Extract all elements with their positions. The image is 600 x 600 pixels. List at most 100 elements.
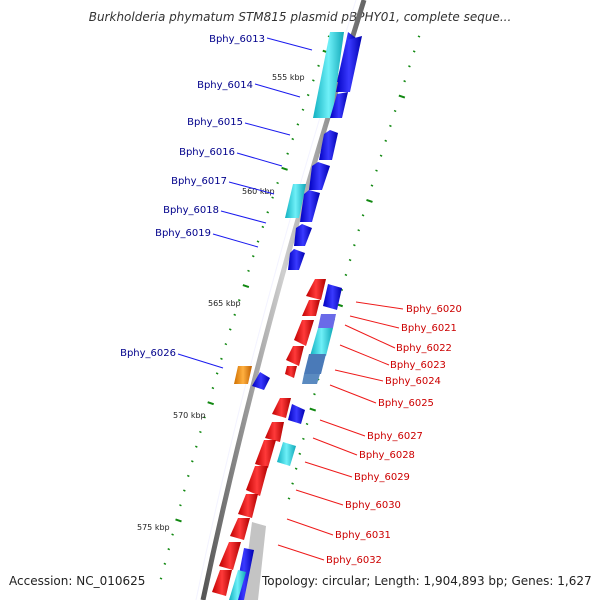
- scale-tick: [366, 198, 373, 203]
- forward-strand-features: [285, 32, 362, 270]
- scale-tick: [190, 460, 194, 463]
- scale-tick: [408, 65, 411, 68]
- gene-feature-bphy-6019[interactable]: [288, 249, 305, 270]
- gene-feature-bphy-6022[interactable]: [318, 314, 336, 328]
- gene-feature-bphy-6023[interactable]: [310, 328, 333, 356]
- gene-label-bphy-6017[interactable]: Bphy_6017: [171, 176, 227, 187]
- scale-tick: [251, 255, 255, 258]
- gene-feature-bphy-6025[interactable]: [302, 374, 320, 384]
- scale-tick: [398, 94, 406, 99]
- accession-text: Accession: NC_010625: [9, 574, 146, 588]
- gene-label-bphy-6016[interactable]: Bphy_6016: [179, 147, 235, 158]
- gene-feature-bphy-6018[interactable]: [294, 224, 312, 246]
- gene-feature-bphy-6020-red[interactable]: [306, 279, 326, 300]
- right-gene-labels: Bphy_6020 Bphy_6021 Bphy_6022 Bphy_6023 …: [326, 304, 462, 566]
- gene-label-bphy-6025[interactable]: Bphy_6025: [378, 398, 434, 409]
- gene-feature-bphy-6029[interactable]: [255, 440, 276, 468]
- gene-feature-bphy-6013-cyan: [313, 32, 344, 118]
- scale-tick: [305, 422, 309, 426]
- gene-label-bphy-6027[interactable]: Bphy_6027: [367, 431, 423, 442]
- gene-label-bphy-6014[interactable]: Bphy_6014: [197, 80, 253, 91]
- gene-label-bphy-6013[interactable]: Bphy_6013: [209, 34, 265, 45]
- gene-label-bphy-6032[interactable]: Bphy_6032: [326, 555, 382, 566]
- gene-feature-bphy-6022b[interactable]: [294, 320, 314, 346]
- scale-ticks-left: [159, 35, 331, 580]
- scale-tick: [171, 533, 174, 536]
- gene-label-bphy-6030[interactable]: Bphy_6030: [345, 500, 401, 511]
- gene-label-bphy-6024[interactable]: Bphy_6024: [385, 376, 441, 387]
- gene-feature-bphy-6032[interactable]: [219, 542, 241, 570]
- gene-feature-bphy-6030[interactable]: [246, 466, 268, 496]
- scale-tick: [167, 548, 171, 551]
- scale-tick: [375, 169, 378, 172]
- scale-tick: [379, 154, 383, 157]
- scale-tick: [317, 64, 320, 67]
- gene-feature-bphy-6020[interactable]: [323, 284, 342, 310]
- gene-label-bphy-6022[interactable]: Bphy_6022: [396, 343, 452, 354]
- scale-label-575: 575 kbp: [137, 523, 170, 532]
- scale-ticks-right: [287, 35, 421, 500]
- gene-label-bphy-6020[interactable]: Bphy_6020: [406, 304, 462, 315]
- gene-feature-bphy-6032b[interactable]: [212, 570, 232, 596]
- topology-text: Topology: circular; Length: 1,904,893 bp…: [262, 574, 592, 588]
- gene-label-bphy-6018[interactable]: Bphy_6018: [163, 205, 219, 216]
- gene-feature-bphy-6014[interactable]: [336, 36, 362, 92]
- gene-feature-bphy-6025-red[interactable]: [285, 366, 297, 378]
- gene-feature-bphy-6021[interactable]: [302, 300, 320, 316]
- gene-feature-bphy-6023-red[interactable]: [286, 346, 304, 366]
- gene-feature-bphy-6017[interactable]: [300, 190, 320, 222]
- scale-tick: [344, 273, 348, 277]
- scale-tick: [291, 482, 294, 485]
- scale-tick: [199, 430, 202, 434]
- scale-tick: [281, 166, 288, 171]
- left-leader-lines: [177, 37, 313, 369]
- gene-feature-bphy-6031-grey[interactable]: [242, 522, 266, 600]
- gene-feature-bphy-6030b[interactable]: [238, 494, 258, 518]
- scale-tick: [261, 225, 265, 229]
- gene-label-bphy-6026[interactable]: Bphy_6026: [120, 348, 176, 359]
- scale-tick: [183, 489, 186, 492]
- gene-feature-extra-cyan: [229, 570, 246, 600]
- scale-tick: [291, 137, 295, 141]
- scale-tick: [417, 35, 421, 38]
- gene-feature-bphy-6026-orange[interactable]: [234, 366, 252, 384]
- scale-tick: [175, 518, 182, 523]
- gene-feature-bphy-6017-cyan[interactable]: [285, 184, 306, 218]
- gene-feature-bphy-6026[interactable]: [252, 372, 270, 390]
- scale-tick: [215, 372, 219, 375]
- gene-label-bphy-6023[interactable]: Bphy_6023: [390, 360, 446, 371]
- gene-feature-bphy-6015[interactable]: [319, 130, 338, 160]
- gene-feature-bphy-6027-red[interactable]: [272, 398, 291, 418]
- scale-tick: [194, 445, 198, 448]
- gene-feature-bphy-6031[interactable]: [230, 518, 250, 540]
- gene-label-bphy-6015[interactable]: Bphy_6015: [187, 117, 243, 128]
- scale-tick: [393, 109, 397, 113]
- scale-tick: [294, 467, 298, 470]
- scale-tick: [296, 123, 300, 126]
- gene-feature-bphy-6014b[interactable]: [330, 92, 348, 118]
- scale-tick: [224, 342, 228, 346]
- gene-feature-bphy-6028[interactable]: [277, 442, 296, 466]
- scale-tick: [306, 93, 310, 97]
- gene-feature-bphy-6024[interactable]: [304, 354, 326, 374]
- scale-tick: [220, 357, 223, 360]
- gene-label-bphy-6031[interactable]: Bphy_6031: [335, 530, 391, 541]
- gene-feature-bphy-6016[interactable]: [309, 162, 330, 190]
- scale-tick: [228, 328, 232, 331]
- scale-label-555: 555 kbp: [272, 73, 305, 82]
- gene-feature-bphy-6028-red[interactable]: [265, 422, 284, 442]
- scale-tick: [370, 184, 374, 187]
- scale-tick: [203, 416, 206, 419]
- gene-label-bphy-6019[interactable]: Bphy_6019: [155, 228, 211, 239]
- scale-tick: [159, 577, 163, 580]
- gene-label-bphy-6029[interactable]: Bphy_6029: [354, 472, 410, 483]
- scale-tick: [186, 474, 190, 478]
- gene-label-bphy-6028[interactable]: Bphy_6028: [359, 450, 415, 461]
- scale-tick: [301, 108, 305, 111]
- gene-feature-bphy-6027[interactable]: [288, 404, 305, 424]
- scale-label-565: 565 kbp: [208, 299, 241, 308]
- scale-label-560: 560 kbp: [242, 187, 275, 196]
- scale-tick: [286, 152, 289, 155]
- gene-label-bphy-6021[interactable]: Bphy_6021: [401, 323, 457, 334]
- scale-tick: [348, 258, 352, 262]
